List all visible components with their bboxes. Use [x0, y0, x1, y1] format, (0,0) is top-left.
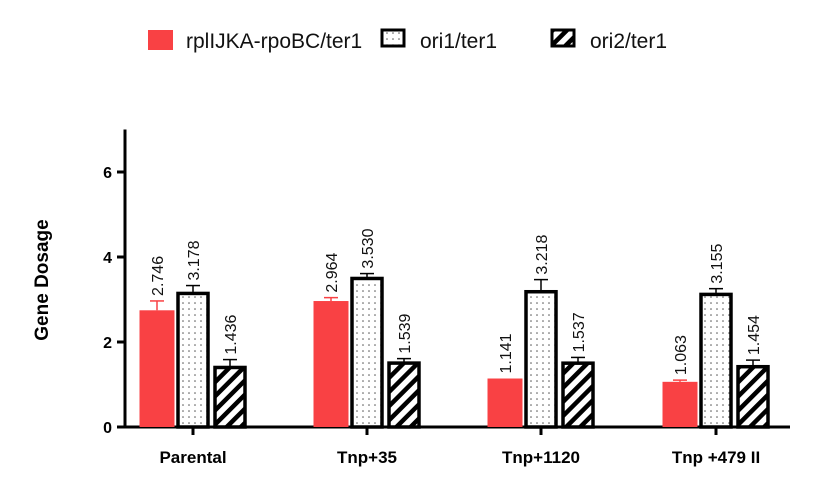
y-tick-label: 4	[103, 250, 112, 267]
bar	[176, 291, 210, 429]
bar	[387, 361, 421, 429]
legend-swatch	[550, 28, 576, 48]
bar-group: 1.454	[736, 315, 770, 429]
bars: 2.746 2.964 1.141 1.063 3.178 3.530 3.218 3.155…	[139, 228, 770, 429]
data-label: 3.178	[186, 240, 203, 280]
data-label: 1.539	[397, 313, 414, 353]
x-tick-label: Parental	[159, 448, 226, 467]
x-tick-label: Tnp +479 II	[672, 448, 760, 467]
data-label: 1.141	[498, 333, 515, 373]
data-label: 3.155	[709, 244, 726, 284]
y-tick-label: 2	[103, 335, 112, 352]
bar-group: 1.537	[561, 312, 595, 429]
bar-group: 1.063	[662, 335, 698, 427]
bar-group: 1.436	[213, 314, 247, 429]
bar	[736, 364, 770, 429]
bar	[662, 381, 698, 427]
data-label: 2.964	[324, 252, 341, 292]
data-label: 3.218	[534, 234, 551, 274]
bar	[350, 276, 384, 429]
bar	[561, 361, 595, 429]
legend-swatch	[380, 28, 406, 48]
legend-swatch	[148, 30, 173, 50]
bar	[313, 301, 349, 427]
bar	[139, 310, 175, 427]
data-label: 1.436	[223, 314, 240, 354]
data-label: 1.537	[571, 312, 588, 352]
y-tick-label: 0	[103, 420, 112, 437]
data-label: 2.746	[150, 256, 167, 296]
y-tick-label: 6	[103, 165, 112, 182]
bar	[524, 289, 558, 429]
bar	[213, 365, 247, 429]
y-axis-label: Gene Dosage	[32, 219, 53, 340]
x-tick-label: Tnp+35	[337, 448, 397, 467]
bar-group: 3.155	[699, 244, 733, 429]
bar	[487, 378, 523, 427]
data-label: 1.063	[673, 335, 690, 375]
bar-group: 3.530	[350, 228, 384, 429]
bar-group: 2.964	[313, 252, 349, 427]
data-label: 1.454	[746, 315, 763, 355]
bar-group: 1.141	[487, 333, 523, 427]
legend: rplIJKA-rpoBC/ter1 ori1/ter1 ori2/ter1	[148, 28, 667, 53]
data-label: 3.530	[360, 228, 377, 268]
bar-group: 1.539	[387, 313, 421, 429]
legend-label: ori2/ter1	[590, 30, 667, 53]
legend-label: ori1/ter1	[420, 30, 497, 53]
legend-label: rplIJKA-rpoBC/ter1	[186, 30, 362, 53]
bar-group: 2.746	[139, 256, 175, 427]
bar-group: 3.218	[524, 234, 558, 429]
x-tick-label: Tnp+1120	[502, 448, 580, 467]
bar-group: 3.178	[176, 240, 210, 429]
bar	[699, 292, 733, 429]
